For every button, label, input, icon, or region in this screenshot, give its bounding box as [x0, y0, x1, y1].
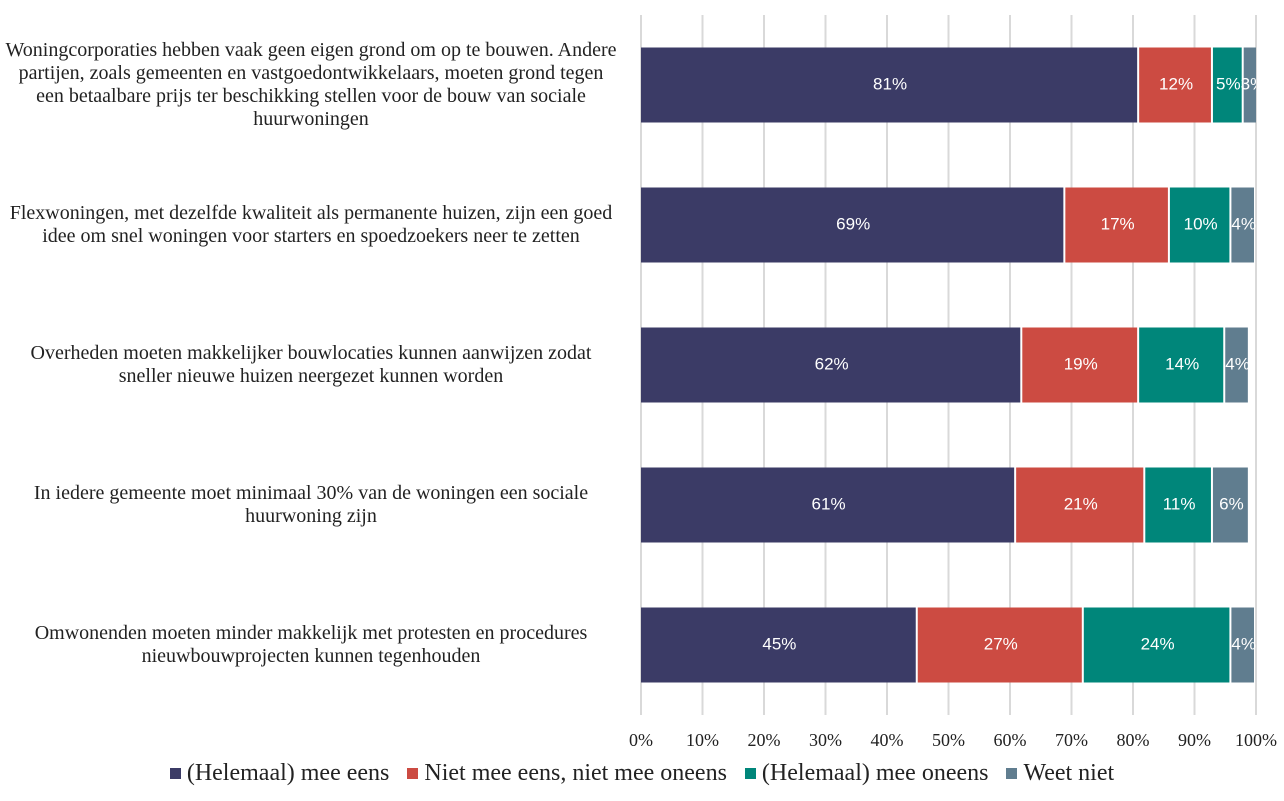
bar-segment — [1231, 187, 1254, 263]
data-label: 62% — [815, 354, 849, 373]
x-tick-label: 0% — [629, 730, 653, 750]
bar-segment — [1022, 327, 1138, 403]
plot: 0% 10% 20% 30% 40% 50% 60% 70% 80% 90% 100% 81% 12% 5… — [629, 15, 1277, 750]
legend-item: Weet niet — [1006, 760, 1114, 787]
bar-segment — [1212, 47, 1242, 123]
bar-segment — [1139, 327, 1224, 403]
bar-segment — [1139, 47, 1211, 123]
legend-label: Niet mee eens, niet mee oneens — [424, 760, 727, 786]
data-label: 4% — [1231, 214, 1256, 233]
bar-segment — [1225, 327, 1248, 403]
data-label: 27% — [984, 634, 1018, 653]
legend-swatch — [744, 768, 756, 779]
x-tick-label: 90% — [1178, 730, 1211, 750]
legend-item: (Helemaal) mee oneens — [744, 760, 989, 787]
data-label: 69% — [836, 214, 870, 233]
x-tick-label: 60% — [994, 730, 1027, 750]
data-label: 21% — [1064, 494, 1098, 513]
bar-segment — [641, 47, 1138, 123]
bar-segment — [641, 607, 916, 683]
bar-segment — [917, 607, 1082, 683]
category-label: Flexwoningen, met dezelfde kwaliteit als… — [9, 202, 613, 247]
legend-swatch — [169, 768, 181, 779]
data-label: 81% — [873, 74, 907, 93]
bar-segment — [1145, 467, 1211, 543]
data-label: 14% — [1165, 354, 1199, 373]
bar-segment — [641, 327, 1021, 403]
data-label: 19% — [1064, 354, 1098, 373]
data-label: 3% — [1241, 74, 1266, 93]
legend-label: (Helemaal) mee eens — [186, 760, 390, 786]
bar-segment — [1212, 467, 1248, 543]
bar-segment — [1083, 607, 1230, 683]
data-label: 11% — [1163, 494, 1196, 513]
category-label: Overheden moeten makkelijker bouwlocatie… — [30, 342, 592, 387]
bar-segment — [641, 467, 1015, 543]
bar-segment — [1169, 187, 1230, 263]
legend-item: Niet mee eens, niet mee oneens — [407, 760, 727, 787]
x-tick-label: 10% — [686, 730, 719, 750]
category-label: In iedere gemeente moet minimaal 30% van… — [33, 482, 589, 527]
x-tick-label: 20% — [748, 730, 781, 750]
legend: (Helemaal) mee eens Niet mee eens, niet m… — [0, 760, 1284, 787]
legend-item: (Helemaal) mee eens — [169, 760, 390, 787]
data-label: 6% — [1219, 494, 1244, 513]
bar-segment — [641, 187, 1064, 263]
data-label: 61% — [812, 494, 846, 513]
data-label: 4% — [1231, 634, 1256, 653]
legend-swatch — [1006, 768, 1018, 779]
x-tick-label: 40% — [871, 730, 904, 750]
bars: 81% 12% 5% 3% 69% 17% 10% 4% 62% 19% 14% 4% 61% 21% 11… — [641, 47, 1266, 683]
data-label: 12% — [1159, 74, 1193, 93]
data-label: 4% — [1225, 354, 1250, 373]
bar-segment — [1065, 187, 1168, 263]
category-label: Woningcorporaties hebben vaak geen eigen… — [5, 39, 617, 130]
bar-segment — [1016, 467, 1144, 543]
x-tick-label: 100% — [1235, 730, 1277, 750]
x-tick-label: 80% — [1117, 730, 1150, 750]
x-tick-label: 70% — [1055, 730, 1088, 750]
data-label: 5% — [1216, 74, 1241, 93]
x-tick-label: 50% — [932, 730, 965, 750]
bar-segment — [1243, 47, 1256, 123]
data-label: 17% — [1101, 214, 1135, 233]
bar-segment — [1231, 607, 1254, 683]
category-label: Omwonenden moeten minder makkelijk met p… — [34, 622, 588, 667]
legend-label: (Helemaal) mee oneens — [761, 760, 989, 786]
legend-label: Weet niet — [1023, 760, 1115, 786]
legend-swatch — [407, 768, 419, 779]
x-tick-label: 30% — [809, 730, 842, 750]
data-label: 10% — [1184, 214, 1218, 233]
data-label: 24% — [1141, 634, 1175, 653]
data-label: 45% — [762, 634, 796, 653]
